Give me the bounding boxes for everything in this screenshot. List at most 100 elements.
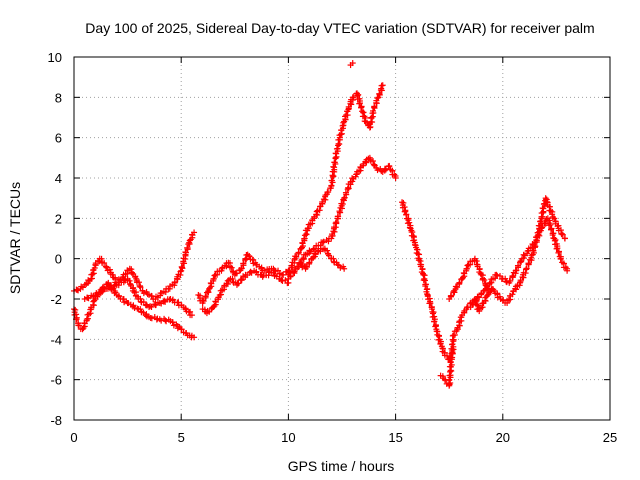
- data-point-marker: [291, 268, 298, 275]
- data-point-marker: [99, 288, 106, 295]
- data-point-marker: [424, 285, 431, 292]
- data-point-marker: [502, 275, 509, 282]
- data-point-marker: [247, 268, 254, 275]
- data-point-marker: [130, 302, 137, 309]
- data-point-marker: [558, 231, 565, 238]
- y-axis-label: SDTVAR / TECUs: [7, 182, 23, 294]
- data-point-marker: [115, 292, 122, 299]
- data-point-marker: [161, 297, 168, 304]
- data-point-marker: [101, 259, 108, 266]
- data-point-marker: [555, 249, 562, 256]
- data-point-marker: [454, 284, 461, 291]
- x-tick-label: 20: [496, 430, 510, 445]
- data-point-marker: [324, 247, 331, 254]
- y-tick-label: -2: [50, 292, 62, 307]
- data-point-marker: [341, 265, 348, 272]
- data-point-marker: [475, 294, 482, 301]
- data-point-marker: [349, 175, 356, 182]
- data-point-marker: [379, 82, 386, 89]
- data-point-marker: [374, 167, 381, 174]
- data-point-marker: [342, 113, 349, 120]
- x-tick-label: 10: [281, 430, 295, 445]
- data-point-marker: [85, 277, 92, 284]
- data-point-marker: [191, 229, 198, 236]
- data-point-marker: [162, 298, 169, 305]
- data-point-marker: [178, 263, 185, 270]
- data-point-marker: [452, 283, 459, 290]
- chart-title: Day 100 of 2025, Sidereal Day-to-day VTE…: [85, 20, 594, 36]
- data-point-marker: [523, 265, 530, 272]
- data-point-marker: [182, 305, 189, 312]
- data-point-marker: [287, 273, 294, 280]
- data-point-marker: [332, 220, 339, 227]
- data-point-marker: [76, 322, 83, 329]
- data-point-marker: [302, 263, 309, 270]
- data-point-marker: [240, 260, 247, 267]
- data-point-marker: [557, 255, 564, 262]
- grid: [74, 57, 610, 420]
- data-point-marker: [91, 264, 98, 271]
- data-point-marker: [369, 119, 376, 126]
- data-point-marker: [169, 319, 176, 326]
- data-point-marker: [525, 260, 532, 267]
- data-point-marker: [242, 255, 249, 262]
- data-point-marker: [551, 215, 558, 222]
- data-point-marker: [539, 223, 546, 230]
- data-point-marker: [342, 189, 349, 196]
- data-point-marker: [376, 90, 383, 97]
- data-point-marker: [333, 145, 340, 152]
- data-point-marker: [135, 279, 142, 286]
- axis-ticks: 0 5 10 15 20 25 -8 -6 -4 -2 0 2 4 6 8 10: [48, 50, 618, 445]
- data-point-marker: [386, 163, 393, 170]
- data-point-marker: [357, 100, 364, 107]
- y-tick-label: 10: [48, 50, 62, 65]
- data-point-marker: [447, 379, 454, 386]
- data-point-marker: [148, 304, 155, 311]
- y-tick-label: 2: [55, 211, 62, 226]
- data-point-marker: [427, 300, 434, 307]
- data-point-marker: [184, 244, 191, 251]
- data-point-marker: [319, 239, 326, 246]
- data-point-marker: [106, 266, 113, 273]
- data-point-marker: [564, 267, 571, 274]
- data-point-marker: [330, 255, 337, 262]
- data-point-marker: [188, 312, 195, 319]
- data-point-marker: [171, 279, 178, 286]
- data-point-marker: [331, 159, 338, 166]
- data-point-marker: [507, 277, 514, 284]
- data-point-marker: [325, 188, 332, 195]
- data-point-marker: [456, 279, 463, 286]
- data-point-marker: [493, 271, 500, 278]
- data-point-marker: [233, 270, 240, 277]
- data-point-marker: [392, 175, 399, 181]
- data-point-marker: [137, 284, 144, 291]
- data-point-marker: [211, 272, 218, 279]
- data-point-marker: [147, 303, 154, 310]
- data-point-marker: [350, 94, 357, 101]
- data-point-marker: [295, 249, 302, 256]
- data-point-marker: [470, 301, 477, 308]
- data-point-marker: [313, 208, 320, 215]
- data-point-marker: [311, 250, 318, 257]
- data-point-marker: [481, 277, 488, 284]
- data-point-marker: [293, 253, 300, 260]
- data-point-marker: [381, 165, 388, 172]
- data-point-marker: [73, 316, 80, 323]
- data-point-marker: [402, 208, 409, 215]
- data-point-marker: [463, 266, 470, 273]
- data-point-marker: [340, 119, 347, 126]
- data-point-marker: [140, 290, 147, 297]
- data-point-marker: [542, 195, 549, 202]
- data-point-marker: [177, 268, 184, 275]
- data-point-marker: [306, 247, 313, 254]
- data-point-marker: [182, 249, 189, 256]
- data-point-marker: [432, 323, 439, 330]
- data-point-marker: [371, 103, 378, 110]
- data-point-marker: [374, 95, 381, 102]
- data-point-marker: [559, 231, 566, 238]
- data-point-marker: [549, 211, 556, 218]
- data-point-marker: [509, 291, 516, 298]
- data-point-marker: [544, 198, 551, 205]
- data-point-marker: [280, 271, 287, 278]
